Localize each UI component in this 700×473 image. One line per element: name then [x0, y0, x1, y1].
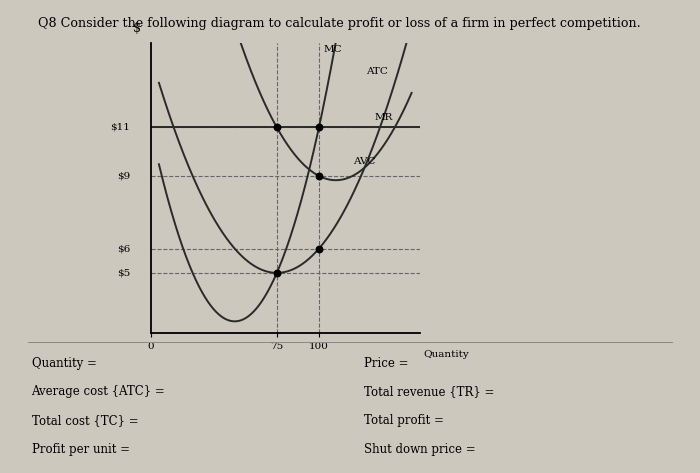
Text: $: $: [133, 22, 141, 35]
Point: [314, 245, 325, 253]
Text: $6: $6: [117, 244, 130, 253]
Text: Total revenue {TR} =: Total revenue {TR} =: [364, 385, 494, 398]
Text: MR: MR: [374, 113, 393, 122]
Text: Total cost {TC} =: Total cost {TC} =: [32, 414, 141, 427]
Point: [271, 123, 282, 131]
Text: Shut down price =: Shut down price =: [364, 443, 475, 456]
Text: $9: $9: [117, 171, 130, 180]
Text: Profit per unit =: Profit per unit =: [32, 443, 130, 456]
Text: Total profit =: Total profit =: [364, 414, 444, 427]
Text: MC: MC: [324, 45, 342, 54]
Text: Average cost {ATC} =: Average cost {ATC} =: [32, 385, 165, 398]
Point: [271, 269, 282, 277]
Text: $5: $5: [117, 268, 130, 277]
Text: Price =: Price =: [364, 357, 409, 370]
Point: [314, 172, 325, 180]
Text: ATC: ATC: [366, 67, 388, 76]
Point: [314, 123, 325, 131]
Text: Q8 Consider the following diagram to calculate profit or loss of a firm in perfe: Q8 Consider the following diagram to cal…: [38, 17, 641, 29]
Text: AVC: AVC: [353, 157, 375, 166]
Text: Quantity =: Quantity =: [32, 357, 97, 370]
Text: Quantity: Quantity: [424, 350, 469, 359]
Text: $11: $11: [111, 123, 130, 132]
